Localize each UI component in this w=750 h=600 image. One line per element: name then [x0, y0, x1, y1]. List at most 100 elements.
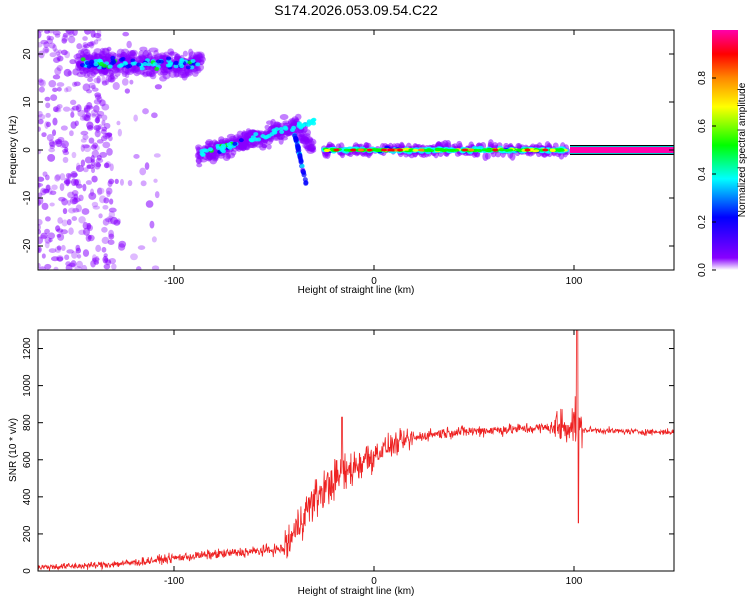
spectrogram-cell — [44, 228, 50, 234]
spectrogram-cell — [52, 87, 58, 93]
snr-plot-area — [38, 330, 674, 571]
spectrogram-cell — [162, 70, 171, 80]
spectrogram-cell — [154, 191, 160, 199]
spectrogram-cell — [82, 221, 89, 230]
spectrogram-cell — [82, 66, 89, 74]
spectrogram-cell — [173, 55, 181, 60]
colorbar-tick-label: 0.6 — [697, 119, 708, 133]
spectrogram-cell — [173, 64, 179, 69]
spectrogram-cell — [142, 108, 149, 115]
spectrogram-cell — [173, 66, 183, 74]
spectrogram-cell — [101, 119, 106, 126]
spectrogram-cell — [122, 31, 130, 37]
spectrogram-cell — [99, 151, 108, 158]
spectrogram-cell — [193, 51, 203, 60]
spectrogram-cell — [94, 117, 101, 124]
spectrogram-cell — [48, 188, 53, 195]
spectrogram-cell — [90, 154, 95, 163]
spectrogram-cell — [86, 89, 93, 94]
spectrogram-cell — [75, 244, 81, 252]
spectrogram-cell — [139, 68, 146, 76]
spectrogram-cell — [106, 190, 111, 198]
spectrogram-cell — [93, 260, 99, 265]
spectrogram-cell — [133, 114, 138, 122]
spectrogram-cell — [207, 147, 213, 152]
spectrogram-cell — [195, 62, 201, 67]
spectrogram-cell — [57, 136, 65, 143]
spectrogram-cell — [95, 158, 104, 164]
snr-y-tick-label: 1000 — [22, 374, 33, 397]
spectrogram-cell — [190, 58, 196, 63]
spectrogram-cell — [55, 140, 62, 148]
spectrogram-cell — [41, 132, 47, 138]
spectrogram-cell — [38, 78, 43, 83]
spectrogram-cell — [86, 64, 92, 69]
spectrogram-cell — [38, 266, 46, 270]
spectrogram-cell — [180, 73, 190, 79]
spectrogram-cell — [104, 162, 110, 169]
spectrogram-cell — [49, 190, 57, 196]
spectrogram-cell — [83, 66, 89, 74]
snr-x-tick-label: 100 — [566, 576, 583, 587]
spectrogram-cell — [179, 64, 185, 69]
spectrogram-cell — [64, 147, 69, 152]
spectrogram-cell — [179, 71, 190, 77]
spectrogram-cell — [104, 53, 113, 62]
spectrogram-cell — [49, 144, 55, 150]
spectrogram-cell — [38, 176, 45, 182]
spectrogram-cell — [144, 162, 150, 170]
spectrogram-cell — [73, 193, 79, 201]
spectrogram-cell — [151, 236, 157, 243]
spectrogram-cell — [108, 210, 116, 219]
spectrogram-cell — [90, 188, 95, 197]
spectrogram-cell — [54, 67, 62, 76]
spectrogram-cell — [38, 118, 44, 125]
spectrogram-cell — [71, 251, 78, 259]
spectrogram-cell — [62, 150, 70, 156]
snr-panel: -100 0 100 0 200 400 600 800 1000 1200 Height of… — [8, 329, 675, 597]
snr-frame — [37, 329, 675, 572]
spectrogram-cell — [449, 148, 456, 152]
spectrogram-cell — [75, 162, 81, 171]
spectrogram-cell — [42, 171, 48, 177]
spectrogram-cell — [83, 114, 91, 122]
spectrogram-cell — [51, 184, 58, 191]
spectrogram-cell — [104, 69, 114, 77]
spectrogram-cell — [127, 63, 133, 68]
spectrogram-cell — [73, 53, 83, 60]
spectrogram-cell — [91, 66, 98, 71]
spectrogram-cell — [101, 47, 110, 55]
spectrogram-cell — [68, 207, 76, 214]
spectrogram-cell — [96, 187, 105, 195]
spectrogram-cell — [114, 178, 119, 184]
colorbar-tick-label: 0.4 — [697, 167, 708, 181]
spectrogram-cell — [173, 53, 181, 63]
spectrogram-cell — [53, 266, 59, 270]
spectrogram-cell — [67, 200, 72, 206]
spectrogram-cell — [101, 63, 107, 68]
spectrogram-cell — [195, 51, 205, 59]
spectrogram-cell — [54, 107, 62, 113]
spectrogram-cell — [53, 106, 59, 113]
snr-x-tick-label: 0 — [371, 576, 377, 587]
spectrogram-cell — [507, 148, 514, 152]
spectrogram-cell — [68, 227, 74, 235]
spectrogram-y-tick-label: 0 — [22, 147, 33, 153]
spectrogram-cell — [366, 148, 373, 152]
spectrogram-cell — [102, 255, 109, 264]
spectrogram-cell — [52, 30, 61, 36]
spectrogram-y-tick-label: 10 — [22, 96, 33, 108]
spectrogram-cell — [75, 164, 84, 173]
spectrogram-cell — [124, 72, 130, 79]
spectrogram-cell — [259, 143, 267, 151]
spectrogram-cell — [101, 126, 108, 132]
spectrogram-cell — [60, 244, 66, 252]
spectrogram-cell — [237, 140, 245, 147]
spectrogram-cell — [135, 55, 144, 64]
spectrogram-cell — [85, 180, 93, 185]
spectrogram-cell — [106, 147, 113, 156]
spectrogram-cell — [154, 66, 160, 71]
spectrogram-cell — [142, 70, 153, 77]
spectrogram-cell — [48, 147, 56, 153]
snr-y-tick-label: 600 — [22, 451, 33, 468]
